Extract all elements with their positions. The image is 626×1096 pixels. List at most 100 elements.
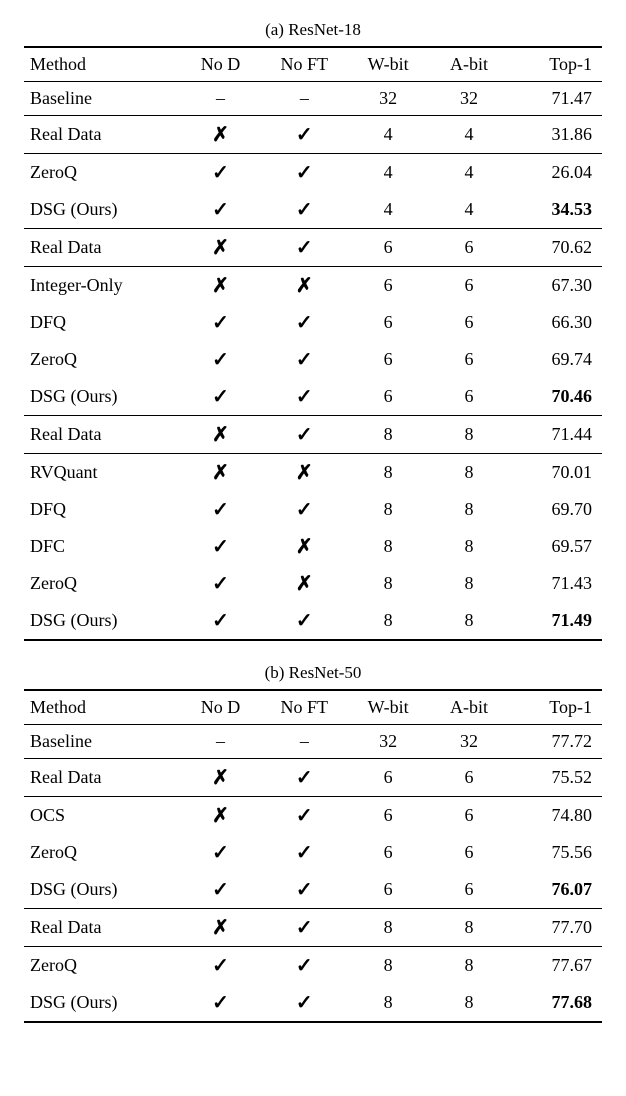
check-icon — [296, 955, 313, 977]
table-cell: 8 — [429, 602, 510, 640]
table-cell: 6 — [348, 797, 429, 835]
check-icon — [212, 842, 229, 864]
check-icon — [296, 312, 313, 334]
column-header: No FT — [261, 690, 348, 725]
table-cell — [261, 602, 348, 640]
table-cell: 6 — [429, 759, 510, 797]
table-cell: 31.86 — [509, 116, 602, 154]
table-row: Baseline––323271.47 — [24, 82, 602, 116]
table-cell: – — [180, 725, 261, 759]
column-header: W-bit — [348, 47, 429, 82]
check-icon — [296, 199, 313, 221]
table-cell: 6 — [348, 341, 429, 378]
check-icon — [212, 610, 229, 632]
table-row: OCS6674.80 — [24, 797, 602, 835]
table-cell — [261, 191, 348, 229]
table-cell: 4 — [429, 154, 510, 192]
table-cell — [180, 528, 261, 565]
table-cell: DSG (Ours) — [24, 871, 180, 909]
table-row: Real Data8877.70 — [24, 909, 602, 947]
check-icon — [296, 499, 313, 521]
table-cell: 32 — [429, 725, 510, 759]
table-caption: (a) ResNet-18 — [24, 20, 602, 40]
table-cell: 69.74 — [509, 341, 602, 378]
check-icon — [212, 536, 229, 558]
table-cell: Real Data — [24, 909, 180, 947]
check-icon — [296, 162, 313, 184]
table-cell — [261, 834, 348, 871]
column-header: A-bit — [429, 47, 510, 82]
table-cell — [180, 341, 261, 378]
table-cell — [180, 154, 261, 192]
cross-icon — [212, 424, 229, 446]
check-icon — [296, 424, 313, 446]
table-cell: 32 — [348, 82, 429, 116]
check-icon — [296, 917, 313, 939]
table-cell: 6 — [348, 267, 429, 305]
table-row: Real Data8871.44 — [24, 416, 602, 454]
table-cell: 26.04 — [509, 154, 602, 192]
table-cell — [261, 378, 348, 416]
table-cell: 4 — [348, 154, 429, 192]
table-cell: DFQ — [24, 491, 180, 528]
cross-icon — [296, 275, 313, 297]
table-cell — [261, 491, 348, 528]
table-row: DSG (Ours)6676.07 — [24, 871, 602, 909]
column-header: Method — [24, 47, 180, 82]
check-icon — [212, 955, 229, 977]
table-cell: Integer-Only — [24, 267, 180, 305]
table-cell — [261, 909, 348, 947]
table-cell — [180, 416, 261, 454]
cross-icon — [212, 237, 229, 259]
table-cell: 6 — [429, 229, 510, 267]
table-row: DFQ8869.70 — [24, 491, 602, 528]
table-cell — [261, 759, 348, 797]
table-cell — [261, 229, 348, 267]
table-cell — [180, 116, 261, 154]
table-cell — [180, 871, 261, 909]
column-header: W-bit — [348, 690, 429, 725]
table-cell — [180, 984, 261, 1022]
column-header: Method — [24, 690, 180, 725]
cross-icon — [296, 536, 313, 558]
table-cell: 75.52 — [509, 759, 602, 797]
table-cell: 71.49 — [509, 602, 602, 640]
check-icon — [296, 349, 313, 371]
table-cell — [180, 454, 261, 492]
cross-icon — [212, 767, 229, 789]
column-header: No FT — [261, 47, 348, 82]
cross-icon — [212, 805, 229, 827]
table-row: ZeroQ6675.56 — [24, 834, 602, 871]
table-row: DSG (Ours)6670.46 — [24, 378, 602, 416]
tables-container: (a) ResNet-18MethodNo DNo FTW-bitA-bitTo… — [24, 20, 602, 1023]
table-row: Baseline––323277.72 — [24, 725, 602, 759]
table-cell — [261, 116, 348, 154]
table-cell: 67.30 — [509, 267, 602, 305]
table-cell — [180, 565, 261, 602]
table-row: Real Data6670.62 — [24, 229, 602, 267]
table-cell: 6 — [348, 304, 429, 341]
table-cell: 32 — [348, 725, 429, 759]
table-cell: 8 — [348, 528, 429, 565]
table-cell — [261, 416, 348, 454]
table-cell — [261, 154, 348, 192]
table-cell: ZeroQ — [24, 341, 180, 378]
table-cell — [180, 191, 261, 229]
cross-icon — [212, 917, 229, 939]
table-cell — [261, 267, 348, 305]
cross-icon — [212, 124, 229, 146]
table-cell: 70.46 — [509, 378, 602, 416]
table-cell: 8 — [429, 565, 510, 602]
table-cell: 66.30 — [509, 304, 602, 341]
cross-icon — [212, 275, 229, 297]
table-cell: RVQuant — [24, 454, 180, 492]
table-cell: 77.68 — [509, 984, 602, 1022]
table-cell: 8 — [429, 416, 510, 454]
table-cell: 8 — [429, 909, 510, 947]
check-icon — [296, 879, 313, 901]
table-cell: OCS — [24, 797, 180, 835]
table-cell — [180, 759, 261, 797]
table-row: DFC8869.57 — [24, 528, 602, 565]
table-cell: 32 — [429, 82, 510, 116]
check-icon — [212, 312, 229, 334]
